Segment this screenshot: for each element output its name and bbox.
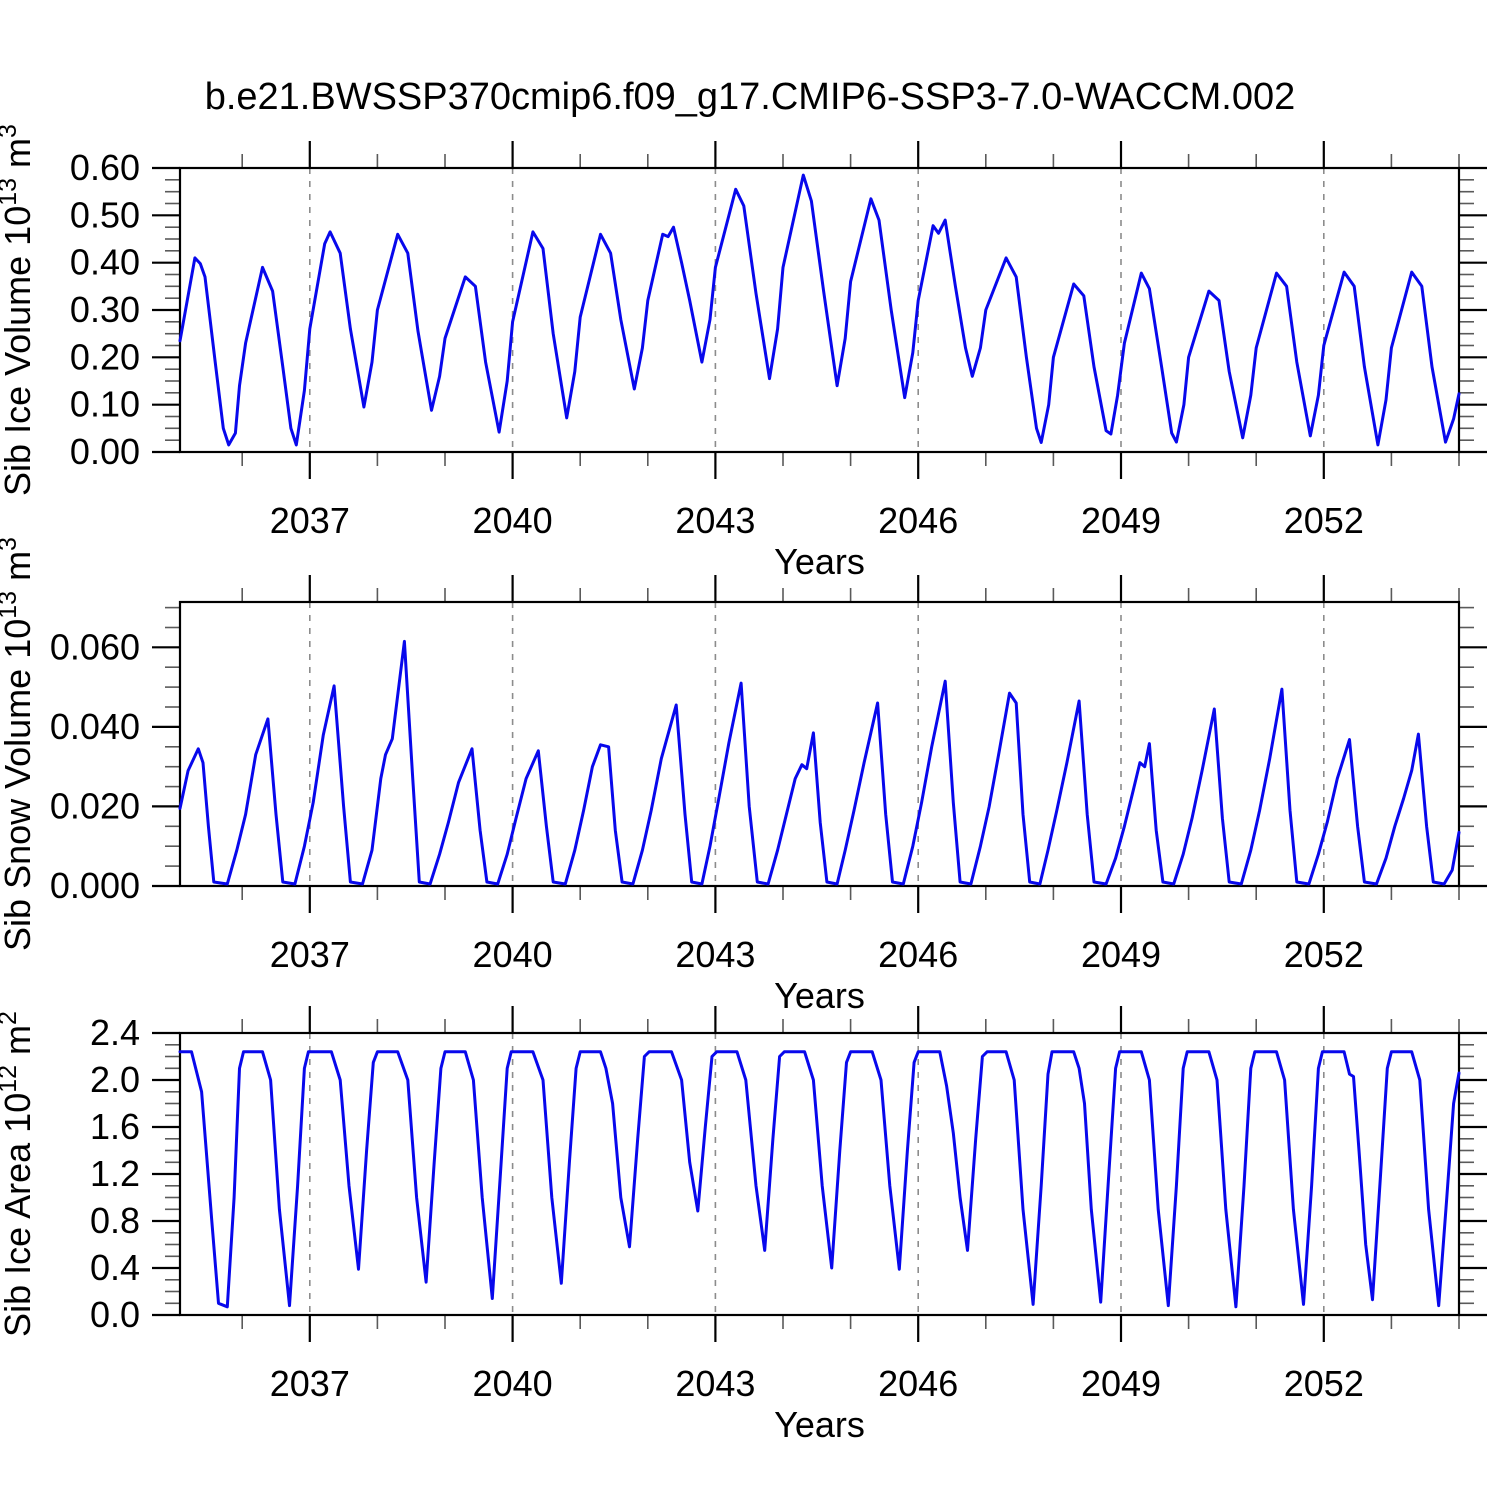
y-tick-label: 0.30 [70, 289, 140, 330]
series-line-snow-volume [178, 639, 1461, 886]
y-tick-label: 0.20 [70, 336, 140, 377]
x-tick-label: 2043 [675, 934, 755, 975]
y-axis-label: Sib Snow Volume 1013 m3 [0, 537, 38, 951]
y-tick-label: 0.10 [70, 384, 140, 425]
x-tick-label: 2052 [1284, 1363, 1364, 1404]
x-tick-label: 2049 [1081, 934, 1161, 975]
series-line-ice-volume [178, 173, 1461, 447]
y-tick-label: 0.060 [50, 626, 140, 667]
x-tick-label: 2046 [878, 934, 958, 975]
x-tick-label: 2037 [270, 500, 350, 541]
plot-frame [178, 600, 1461, 888]
series-line-ice-area [178, 1050, 1461, 1309]
x-tick-label: 2049 [1081, 1363, 1161, 1404]
x-tick-label: 2052 [1284, 500, 1364, 541]
y-tick-label: 0.00 [70, 431, 140, 472]
plot-frame [178, 1031, 1461, 1317]
y-tick-label: 0.8 [90, 1200, 140, 1241]
x-tick-label: 2040 [473, 500, 553, 541]
y-tick-label: 1.6 [90, 1106, 140, 1147]
panel-snow-volume: 2037 2040 2043 2046 2049 2052 0.000 0.020 0.040 0… [0, 537, 1487, 1016]
y-tick-label: 0.50 [70, 194, 140, 235]
x-tick-label: 2052 [1284, 934, 1364, 975]
x-tick-label: 2043 [675, 500, 755, 541]
y-tick-label: 0.4 [90, 1247, 140, 1288]
y-axis-label: Sib Ice Area 1012 m2 [0, 1011, 38, 1337]
x-tick-label: 2037 [270, 1363, 350, 1404]
y-tick-label: 0.60 [70, 147, 140, 188]
page-title: b.e21.BWSSP370cmip6.f09_g17.CMIP6-SSP3-7… [204, 76, 1296, 118]
panel-ice-volume: 2037 2040 2043 2046 2049 2052 0.00 0.10 0.20 0.30… [0, 124, 1487, 582]
x-tick-label: 2043 [675, 1363, 755, 1404]
y-tick-label: 0.040 [50, 706, 140, 747]
plot-frame [178, 166, 1461, 454]
y-tick-label: 2.0 [90, 1059, 140, 1100]
y-tick-label: 0.40 [70, 242, 140, 283]
x-tick-label: 2037 [270, 934, 350, 975]
x-tick-label: 2046 [878, 500, 958, 541]
y-tick-label: 1.2 [90, 1153, 140, 1194]
y-tick-label: 0.000 [50, 865, 140, 906]
y-axis-label: Sib Ice Volume 1013 m3 [0, 124, 38, 496]
y-tick-label: 2.4 [90, 1012, 140, 1053]
y-tick-label: 0.020 [50, 785, 140, 826]
x-tick-label: 2049 [1081, 500, 1161, 541]
x-axis-label: Years [774, 1404, 865, 1445]
x-tick-label: 2040 [473, 1363, 553, 1404]
y-tick-label: 0.0 [90, 1294, 140, 1335]
x-tick-label: 2046 [878, 1363, 958, 1404]
x-tick-label: 2040 [473, 934, 553, 975]
panel-ice-area: 2037 2040 2043 2046 2049 2052 0.0 0.4 0.8 1.2 1.6 2… [0, 1006, 1487, 1445]
x-axis-label: Years [774, 541, 865, 582]
x-axis-label: Years [774, 975, 865, 1016]
